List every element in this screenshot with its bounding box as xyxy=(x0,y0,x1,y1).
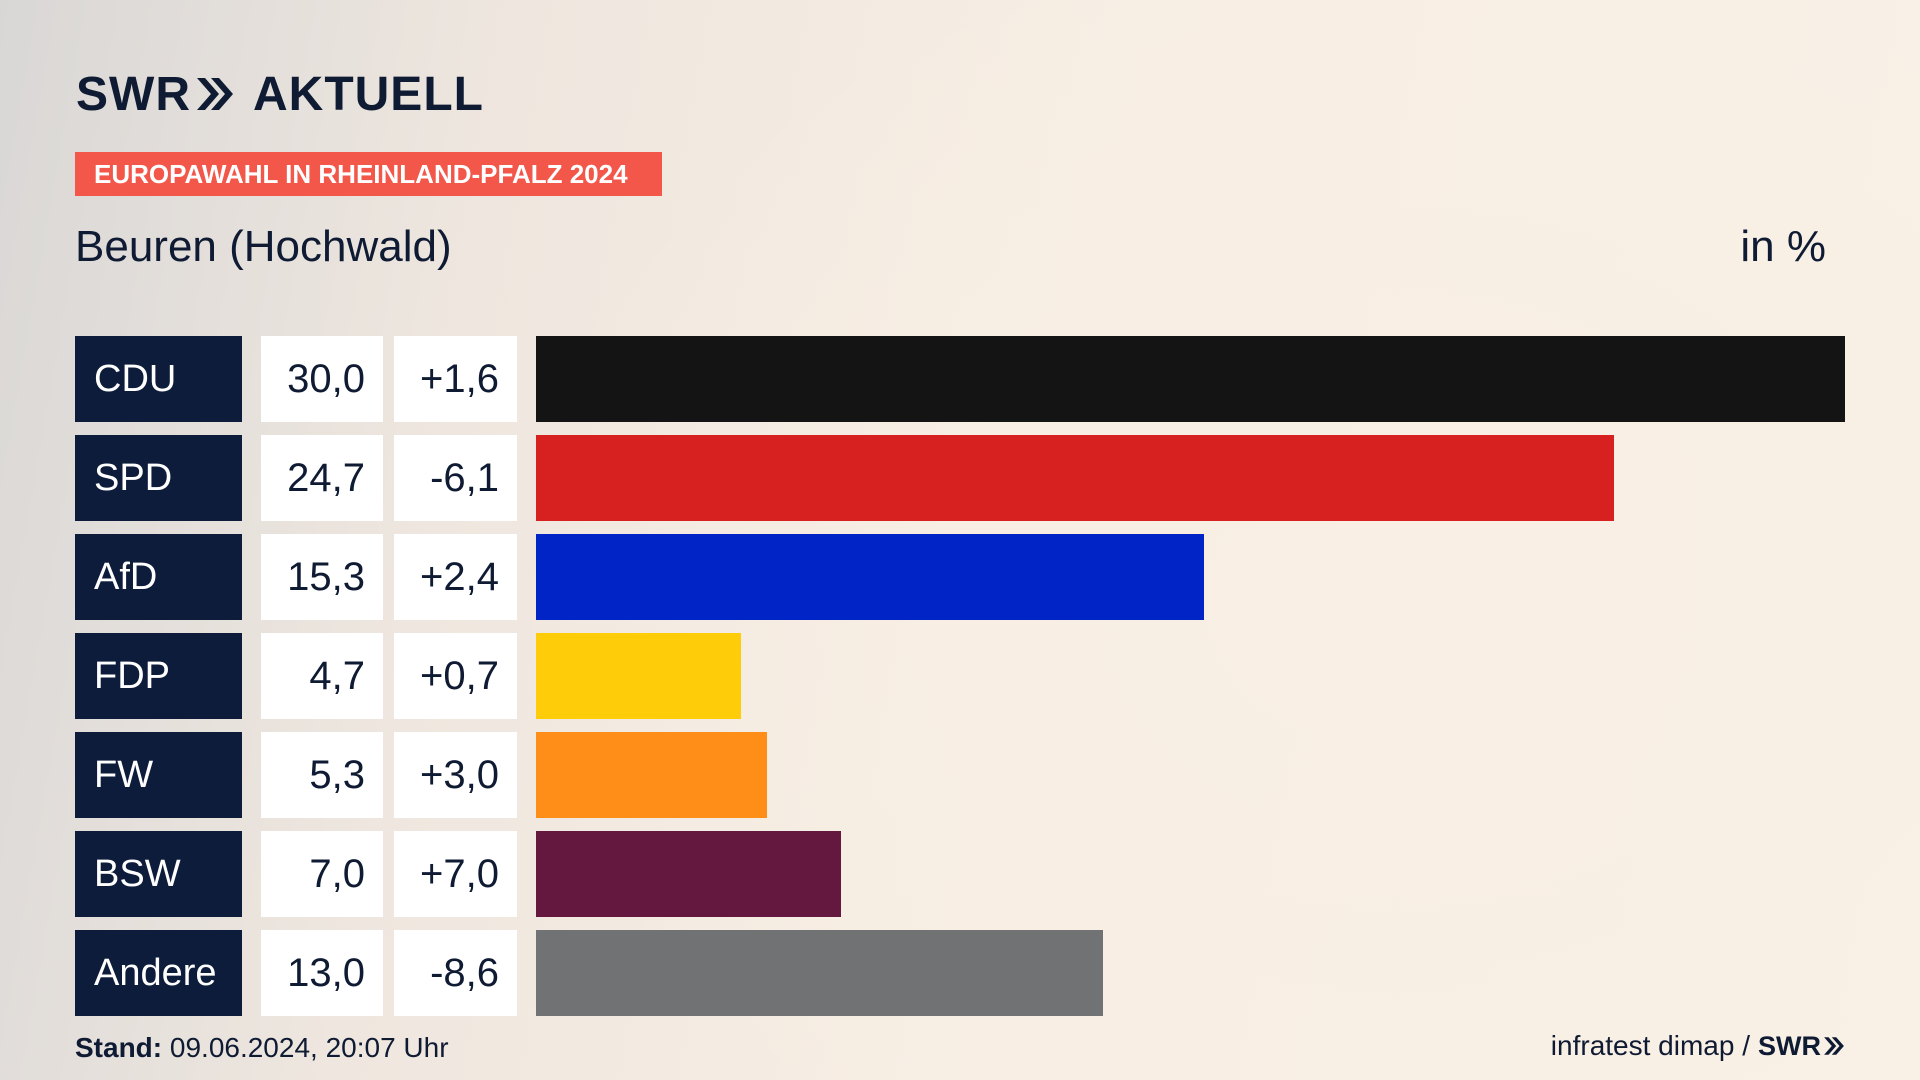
party-label: SPD xyxy=(75,435,242,521)
result-row-fw: FW 5,3 +3,0 xyxy=(0,732,1920,818)
change-label: +1,6 xyxy=(394,336,517,422)
election-badge: EUROPAWAHL IN RHEINLAND-PFALZ 2024 xyxy=(75,152,662,196)
source-text: infratest dimap / xyxy=(1550,1030,1750,1061)
change-label: +2,4 xyxy=(394,534,517,620)
result-row-fdp: FDP 4,7 +0,7 xyxy=(0,633,1920,719)
change-label: -8,6 xyxy=(394,930,517,1016)
bar-fw xyxy=(536,732,767,818)
bar-afd xyxy=(536,534,1204,620)
change-label: +7,0 xyxy=(394,831,517,917)
double-chevron-icon xyxy=(195,76,235,112)
bar-fdp xyxy=(536,633,741,719)
party-label: Andere xyxy=(75,930,242,1016)
timestamp: Stand: 09.06.2024, 20:07 Uhr xyxy=(75,1032,449,1064)
vote-share-label: 15,3 xyxy=(261,534,383,620)
unit-label: in % xyxy=(1740,222,1826,271)
party-label: AfD xyxy=(75,534,242,620)
bar-bsw xyxy=(536,831,841,917)
change-label: +0,7 xyxy=(394,633,517,719)
logo-brand: SWR xyxy=(76,67,191,121)
vote-share-label: 7,0 xyxy=(261,831,383,917)
party-label: BSW xyxy=(75,831,242,917)
source-brand-text: SWR xyxy=(1758,1030,1821,1061)
result-row-spd: SPD 24,7 -6,1 xyxy=(0,435,1920,521)
result-row-bsw: BSW 7,0 +7,0 xyxy=(0,831,1920,917)
change-label: -6,1 xyxy=(394,435,517,521)
logo-product: AKTUELL xyxy=(252,67,484,121)
result-row-andere: Andere 13,0 -8,6 xyxy=(0,930,1920,1016)
bar-cdu xyxy=(536,336,1845,422)
stand-label: Stand: xyxy=(75,1032,163,1063)
change-label: +3,0 xyxy=(394,732,517,818)
vote-share-label: 13,0 xyxy=(261,930,383,1016)
vote-share-label: 30,0 xyxy=(261,336,383,422)
vote-share-label: 4,7 xyxy=(261,633,383,719)
vote-share-label: 24,7 xyxy=(261,435,383,521)
party-label: CDU xyxy=(75,336,242,422)
party-label: FDP xyxy=(75,633,242,719)
double-chevron-icon xyxy=(1824,1037,1844,1055)
source-credit: infratest dimap / SWR xyxy=(1551,1030,1845,1062)
source-brand: SWR xyxy=(1758,1031,1845,1062)
swr-aktuell-logo: SWR AKTUELL xyxy=(76,66,484,122)
vote-share-label: 5,3 xyxy=(261,732,383,818)
bar-spd xyxy=(536,435,1614,521)
result-row-afd: AfD 15,3 +2,4 xyxy=(0,534,1920,620)
region-title: Beuren (Hochwald) xyxy=(75,222,452,271)
result-row-cdu: CDU 30,0 +1,6 xyxy=(0,336,1920,422)
stand-value: 09.06.2024, 20:07 Uhr xyxy=(169,1032,449,1063)
party-label: FW xyxy=(75,732,242,818)
bar-andere xyxy=(536,930,1103,1016)
